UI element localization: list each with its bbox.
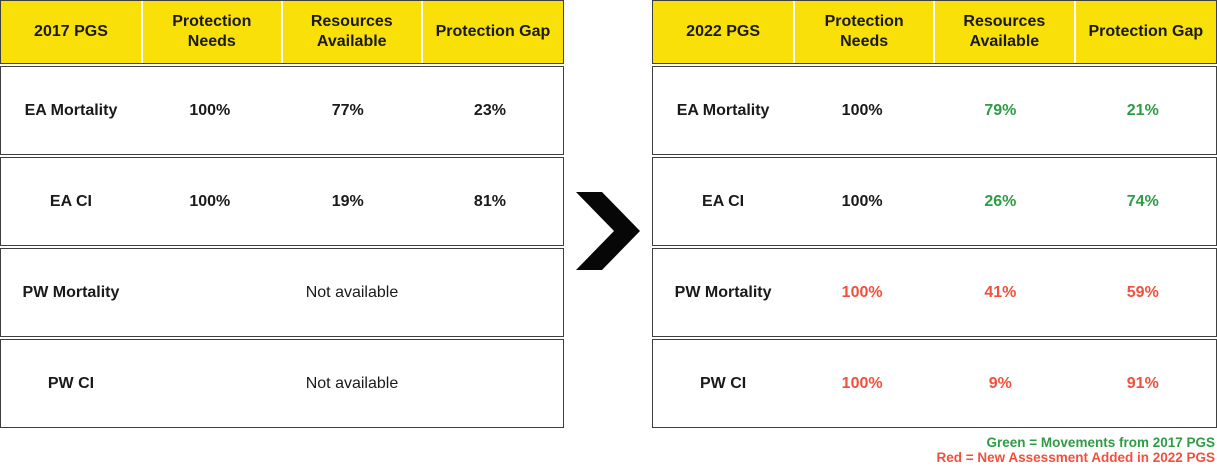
table-row-pw-mortality: PW Mortality Not available: [0, 248, 564, 337]
column-header-protection-needs: Protection Needs: [795, 1, 934, 63]
cell-resources-available: 26%: [984, 192, 1017, 210]
legend-red-note: Red = New Assessment Added in 2022 PGS: [936, 450, 1215, 465]
cell-protection-gap: 21%: [1126, 101, 1159, 119]
table-row-ea-ci: EA CI 100% 19% 81%: [0, 157, 564, 246]
row-label: EA Mortality: [676, 101, 770, 119]
cell-not-available: Not available: [305, 283, 399, 301]
row-label: PW Mortality: [674, 283, 772, 301]
cell-protection-needs: 100%: [841, 192, 883, 210]
cell-protection-gap: 23%: [473, 101, 506, 119]
table-row-pw-mortality: PW Mortality 100% 41% 59%: [652, 248, 1217, 337]
row-label: EA Mortality: [24, 101, 118, 119]
color-legend: Green = Movements from 2017 PGS Red = Ne…: [652, 435, 1217, 465]
cell-protection-gap: 81%: [473, 192, 506, 210]
right-column: 2022 PGS Protection Needs Resources Avai…: [652, 0, 1217, 465]
cell-protection-needs: 100%: [189, 101, 231, 119]
table-2017-header-row: 2017 PGS Protection Needs Resources Avai…: [0, 0, 564, 64]
table-2017-title: 2017 PGS: [1, 1, 141, 63]
cell-protection-gap: 91%: [1126, 374, 1159, 392]
column-header-protection-needs: Protection Needs: [142, 1, 281, 63]
cell-not-available: Not available: [305, 374, 399, 392]
cell-protection-needs: 100%: [841, 283, 883, 301]
cell-protection-gap: 59%: [1126, 283, 1159, 301]
row-label: EA CI: [702, 192, 745, 210]
table-row-pw-ci: PW CI Not available: [0, 339, 564, 428]
table-2017-pgs: 2017 PGS Protection Needs Resources Avai…: [0, 0, 564, 428]
cell-protection-needs: 100%: [189, 192, 231, 210]
row-label: PW CI: [699, 374, 747, 392]
cell-protection-needs: 100%: [841, 374, 883, 392]
cell-protection-needs: 100%: [841, 101, 883, 119]
column-header-resources-available: Resources Available: [935, 1, 1074, 63]
transition-arrow: [564, 0, 652, 270]
cell-resources-available: 79%: [984, 101, 1017, 119]
row-label: PW CI: [47, 374, 95, 392]
table-2022-header-row: 2022 PGS Protection Needs Resources Avai…: [652, 0, 1217, 64]
cell-protection-gap: 74%: [1126, 192, 1159, 210]
cell-resources-available: 41%: [984, 283, 1017, 301]
column-header-resources-available: Resources Available: [282, 1, 421, 63]
table-2022-title: 2022 PGS: [653, 1, 794, 63]
cell-resources-available: 77%: [331, 101, 364, 119]
chevron-right-icon: [576, 192, 640, 270]
table-row-pw-ci: PW CI 100% 9% 91%: [652, 339, 1217, 428]
row-label: EA CI: [49, 192, 92, 210]
legend-green-note: Green = Movements from 2017 PGS: [986, 435, 1215, 450]
table-row-ea-mortality: EA Mortality 100% 77% 23%: [0, 66, 564, 155]
cell-resources-available: 9%: [988, 374, 1012, 392]
column-header-protection-gap: Protection Gap: [1075, 1, 1216, 63]
column-header-protection-gap: Protection Gap: [422, 1, 563, 63]
table-row-ea-mortality: EA Mortality 100% 79% 21%: [652, 66, 1217, 155]
row-label: PW Mortality: [22, 283, 120, 301]
table-row-ea-ci: EA CI 100% 26% 74%: [652, 157, 1217, 246]
cell-resources-available: 19%: [331, 192, 364, 210]
table-2022-pgs: 2022 PGS Protection Needs Resources Avai…: [652, 0, 1217, 428]
